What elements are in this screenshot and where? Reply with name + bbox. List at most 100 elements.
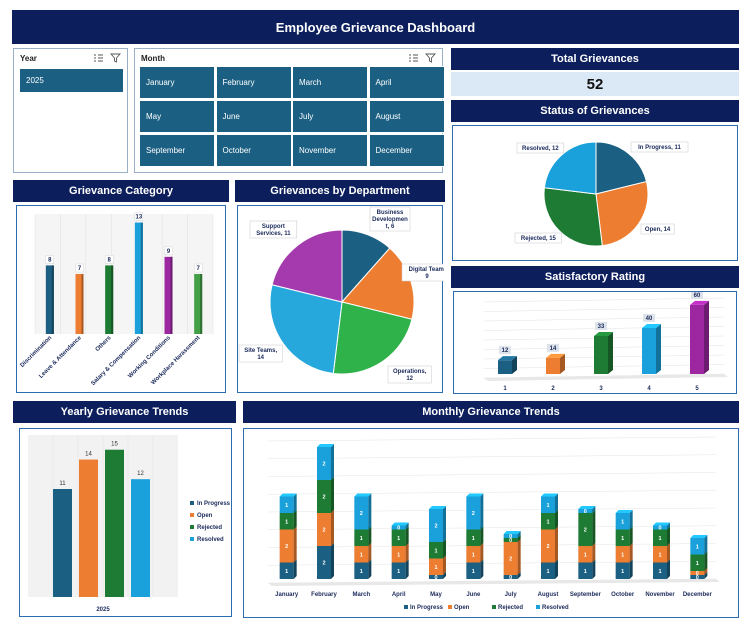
month-item-label: September <box>146 146 186 155</box>
month-item-november[interactable]: November <box>292 134 368 167</box>
month-item-label: February <box>222 78 255 87</box>
monthly-bar-segment[interactable] <box>503 538 518 542</box>
monthly-bar-side <box>405 522 409 530</box>
monthly-bar-segment[interactable] <box>615 513 630 530</box>
category-bar[interactable] <box>134 222 143 334</box>
monthly-bar-side <box>368 543 372 563</box>
monthly-bar-top <box>429 506 446 509</box>
monthly-bar-segment[interactable] <box>317 480 331 513</box>
monthly-bar-segment[interactable] <box>317 513 331 546</box>
month-item-january[interactable]: January <box>139 66 215 99</box>
monthly-bar-segment[interactable] <box>690 575 705 579</box>
monthly-bar-segment[interactable] <box>279 529 294 563</box>
monthly-bar-segment[interactable] <box>317 546 331 579</box>
yearly-bar[interactable] <box>105 449 124 597</box>
status-slice-1[interactable] <box>595 180 649 247</box>
monthly-bar-segment[interactable] <box>541 496 555 514</box>
monthly-bar-segment[interactable] <box>429 542 443 559</box>
monthly-value-label: 1 <box>621 536 624 542</box>
month-item-label: May <box>146 112 162 121</box>
year-item-2025[interactable]: 2025 <box>19 68 124 93</box>
monthly-bar-segment[interactable] <box>653 562 667 580</box>
monthly-bar-segment[interactable] <box>541 529 555 563</box>
clear-filter-icon[interactable] <box>425 53 436 63</box>
multi-select-icon[interactable] <box>408 53 419 63</box>
monthly-bar-segment[interactable] <box>541 513 555 530</box>
yearly-bar[interactable] <box>53 489 72 597</box>
monthly-bar-segment[interactable] <box>503 542 518 575</box>
month-item-label: June <box>222 112 240 121</box>
month-item-october[interactable]: October <box>215 134 292 167</box>
monthly-bar-segment[interactable] <box>279 496 294 514</box>
status-slice-0[interactable] <box>595 141 648 195</box>
monthly-bar-segment[interactable] <box>391 562 406 580</box>
satisfaction-bar[interactable] <box>498 360 512 374</box>
month-item-august[interactable]: August <box>368 100 445 133</box>
monthly-bar-segment[interactable] <box>391 525 406 530</box>
month-item-july[interactable]: July <box>292 100 368 133</box>
month-item-april[interactable]: April <box>368 66 445 99</box>
monthly-bar-segment[interactable] <box>354 496 369 530</box>
monthly-bar-segment[interactable] <box>653 529 667 547</box>
monthly-bar-segment[interactable] <box>503 534 518 538</box>
monthly-bar-segment[interactable] <box>279 513 294 530</box>
monthly-bar-segment[interactable] <box>466 546 481 563</box>
monthly-bar-segment[interactable] <box>317 447 331 480</box>
month-item-march[interactable]: March <box>292 66 368 99</box>
category-bar[interactable] <box>105 265 114 334</box>
monthly-bar-segment[interactable] <box>615 546 630 563</box>
monthly-bar-segment[interactable] <box>578 546 593 563</box>
monthly-bar-segment[interactable] <box>578 509 593 513</box>
status-slice-2[interactable] <box>543 187 603 247</box>
department-slice-2[interactable] <box>332 301 413 375</box>
status-slice-3[interactable] <box>543 141 597 195</box>
monthly-bar-segment[interactable] <box>578 513 593 546</box>
department-slice-3[interactable] <box>269 284 343 375</box>
department-slice-4[interactable] <box>271 229 343 303</box>
monthly-bar-side <box>405 543 409 563</box>
monthly-bar-segment[interactable] <box>690 554 705 572</box>
monthly-bar-segment[interactable] <box>279 562 294 580</box>
multi-select-icon[interactable] <box>93 53 104 63</box>
category-bar-side <box>140 222 143 334</box>
monthly-bar-segment[interactable] <box>615 529 630 547</box>
monthly-value-label: 2 <box>360 511 363 517</box>
satisfaction-bar[interactable] <box>594 336 608 374</box>
monthly-bar-segment[interactable] <box>354 546 369 563</box>
satisfaction-bar[interactable] <box>546 357 560 374</box>
monthly-bar-segment[interactable] <box>653 546 667 563</box>
month-item-february[interactable]: February <box>215 66 292 99</box>
monthly-bar-segment[interactable] <box>354 562 369 580</box>
monthly-bar-segment[interactable] <box>578 562 593 580</box>
monthly-bar-segment[interactable] <box>466 562 481 580</box>
clear-filter-icon[interactable] <box>110 53 121 63</box>
category-bar[interactable] <box>194 274 203 334</box>
monthly-bar-segment[interactable] <box>429 558 443 576</box>
monthly-bar-segment[interactable] <box>653 525 667 530</box>
monthly-bar-segment[interactable] <box>466 529 481 547</box>
monthly-bar-segment[interactable] <box>615 562 630 580</box>
month-item-june[interactable]: June <box>215 100 292 133</box>
monthly-bar-segment[interactable] <box>690 538 705 555</box>
monthly-bar-segment[interactable] <box>466 496 481 530</box>
monthly-value-label: 2 <box>434 524 437 530</box>
monthly-bar-segment[interactable] <box>391 529 406 547</box>
category-bar[interactable] <box>75 274 84 334</box>
monthly-bar-segment[interactable] <box>503 575 518 579</box>
month-item-december[interactable]: December <box>368 134 445 167</box>
month-item-september[interactable]: September <box>139 134 215 167</box>
yearly-bar[interactable] <box>131 479 150 597</box>
monthly-bar-segment[interactable] <box>429 575 443 579</box>
satisfaction-bar[interactable] <box>642 327 656 374</box>
monthly-bar-segment[interactable] <box>391 546 406 563</box>
monthly-bar-segment[interactable] <box>690 571 705 575</box>
satisfaction-bar[interactable] <box>690 304 704 374</box>
category-bar[interactable] <box>45 265 54 334</box>
yearly-bar[interactable] <box>79 459 98 597</box>
status-data-label-box <box>514 232 563 244</box>
monthly-bar-segment[interactable] <box>429 509 443 542</box>
monthly-bar-segment[interactable] <box>354 529 369 547</box>
month-item-may[interactable]: May <box>139 100 215 133</box>
category-bar[interactable] <box>164 256 173 334</box>
monthly-bar-segment[interactable] <box>541 562 555 580</box>
